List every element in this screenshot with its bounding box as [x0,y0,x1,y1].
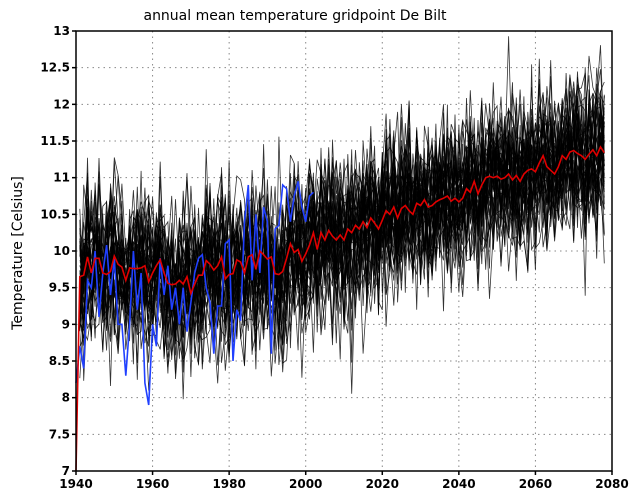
y-tick-label: 10.5 [40,207,70,221]
y-tick-label: 7 [62,464,70,478]
y-tick-label: 11 [53,171,70,185]
plot-area [75,36,605,472]
x-tick-label: 2000 [289,477,322,491]
y-tick-label: 9 [62,317,70,331]
y-tick-label: 8.5 [49,354,70,368]
y-tick-label: 12 [53,97,70,111]
y-tick-label: 13 [53,24,70,38]
ensemble-mean-line [75,145,605,472]
y-tick-label: 7.5 [49,427,70,441]
x-tick-label: 2080 [595,477,628,491]
chart-title: annual mean temperature gridpoint De Bil… [143,8,447,24]
ensemble-line [79,113,605,391]
y-tick-label: 8 [62,391,70,405]
y-tick-label: 10 [53,244,70,258]
plot-frame [75,30,613,472]
y-axis-label: Temperature [Celsius] [10,176,26,331]
y-tick-label: 9.5 [49,281,70,295]
y-tick-label: 11.5 [40,134,70,148]
x-tick-label: 2040 [442,477,475,491]
ensemble-line [79,64,605,352]
x-tick-label: 2020 [366,477,399,491]
axes: 1940 1960 1980 2000 2020 2040 2060 2080 7 7.5 8 8.5… [40,24,628,491]
x-tick-label: 2060 [519,477,552,491]
y-tick-label: 12.5 [40,61,70,75]
x-tick-label: 1940 [59,477,92,491]
x-tick-label: 1960 [136,477,169,491]
x-tick-label: 1980 [212,477,245,491]
